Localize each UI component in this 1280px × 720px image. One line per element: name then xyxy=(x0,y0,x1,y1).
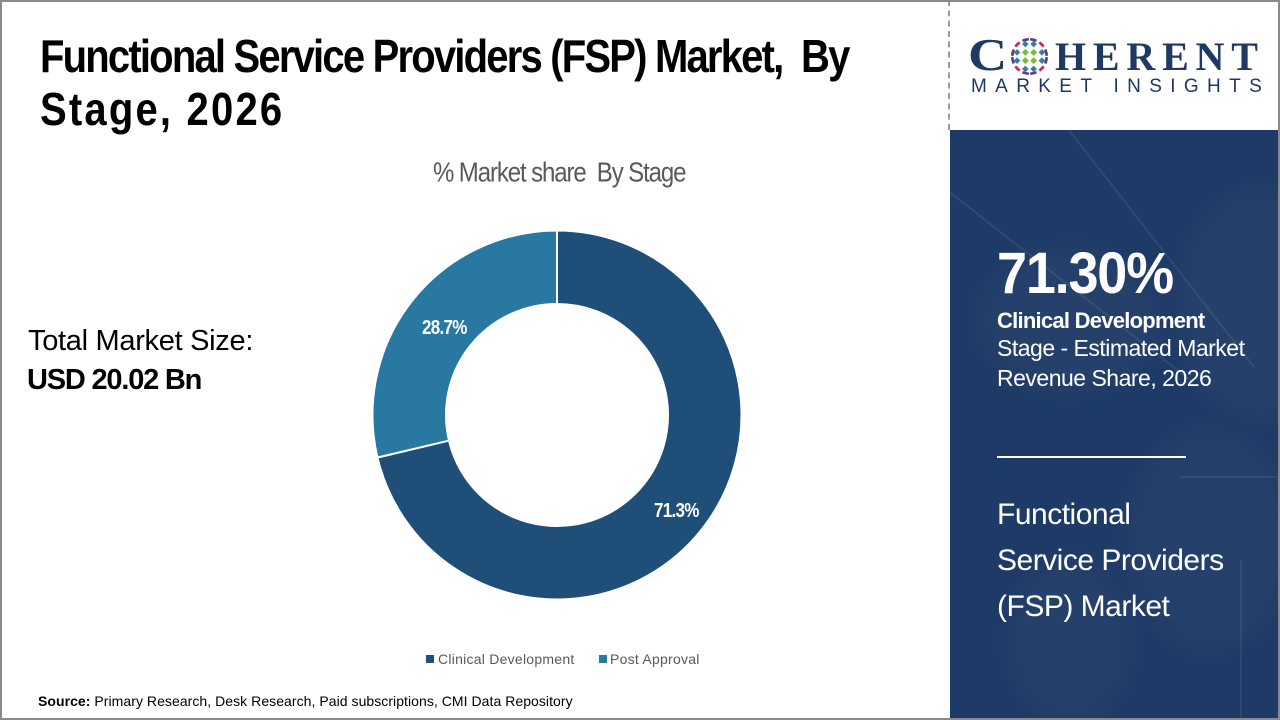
svg-text:HERENT: HERENT xyxy=(1055,34,1265,79)
svg-text:C: C xyxy=(968,29,1007,80)
svg-text:MARKET INSIGHTS: MARKET INSIGHTS xyxy=(971,76,1270,97)
